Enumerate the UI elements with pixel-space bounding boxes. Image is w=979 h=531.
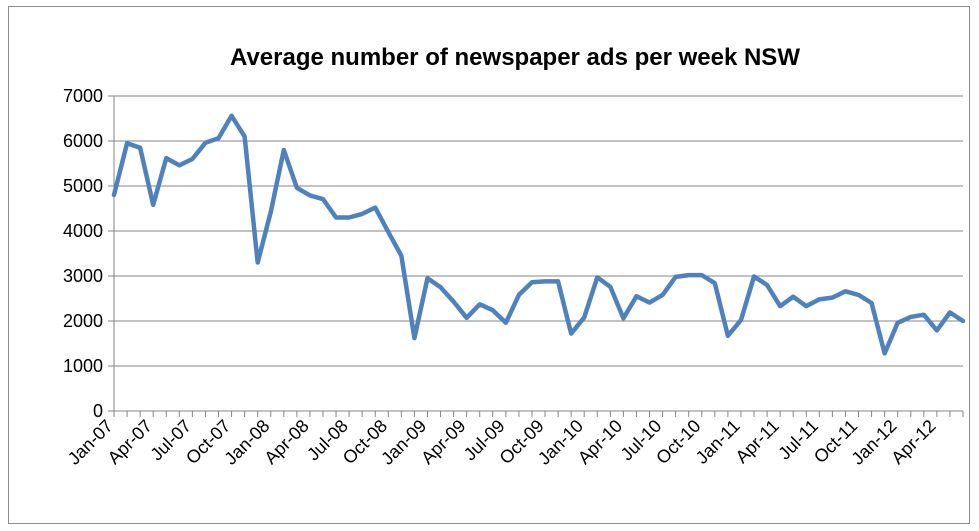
y-tick-label: 1000	[63, 356, 103, 376]
x-tick-label: Apr-07	[104, 416, 156, 468]
x-tick-label: Apr-08	[260, 416, 312, 468]
x-tick-label: Jan-10	[534, 416, 587, 469]
x-tick-label: Jan-12	[847, 416, 900, 469]
x-axis-tick-labels: Jan-07Apr-07Jul-07Oct-07Jan-08Apr-08Jul-…	[64, 416, 940, 469]
x-tick-label: Apr-09	[417, 416, 469, 468]
x-tick-label: Oct-10	[652, 416, 704, 468]
y-tick-label: 3000	[63, 266, 103, 286]
x-tick-label: Apr-11	[732, 416, 783, 467]
y-tick-label: 4000	[63, 221, 103, 241]
x-tick-label: Jan-08	[221, 416, 274, 469]
x-tick-label: Apr-12	[887, 416, 939, 468]
series-layer	[111, 113, 966, 356]
chart-frame: Average number of newspaper ads per week…	[8, 6, 970, 524]
x-tick-label: Jan-07	[64, 416, 117, 469]
series-line	[111, 113, 966, 356]
y-tick-label: 0	[93, 401, 103, 421]
y-tick-label: 2000	[63, 311, 103, 331]
gridlines	[114, 95, 963, 367]
x-tick-label: Apr-10	[574, 416, 626, 468]
line-chart: Average number of newspaper ads per week…	[63, 44, 966, 469]
y-tick-label: 7000	[63, 86, 103, 106]
axes	[108, 95, 964, 417]
x-tick-label: Jan-11	[692, 416, 744, 468]
y-tick-label: 6000	[63, 131, 103, 151]
y-tick-label: 5000	[63, 176, 103, 196]
chart-title: Average number of newspaper ads per week…	[230, 44, 800, 71]
y-axis-tick-labels: 0 1000 2000 3000 4000 5000 6000 7000	[63, 86, 103, 421]
x-tick-label: Jan-09	[377, 416, 430, 469]
